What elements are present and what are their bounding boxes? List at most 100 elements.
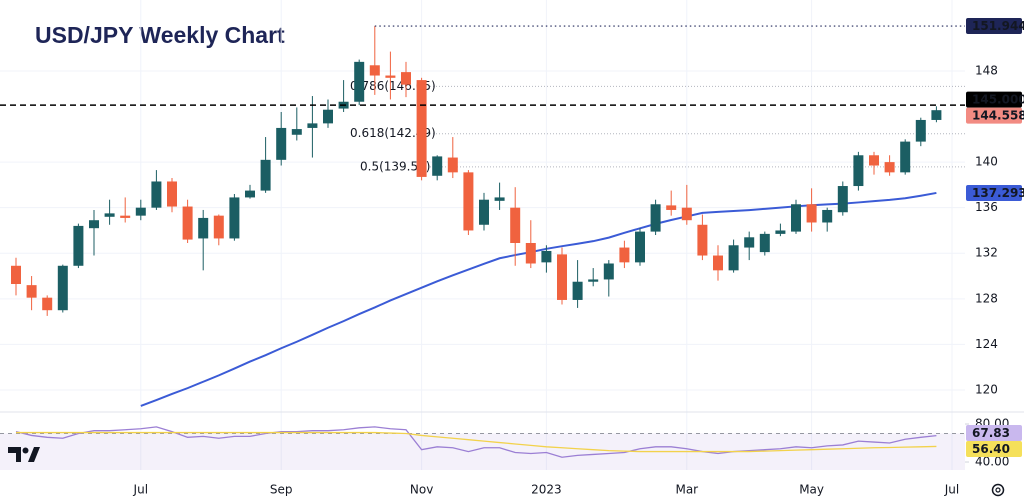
candle-body	[744, 237, 755, 248]
candle-body	[260, 159, 271, 191]
x-tick-label: May	[799, 483, 824, 497]
rsi-line	[15, 426, 937, 458]
candle-body	[837, 186, 848, 213]
candle-body	[869, 155, 879, 166]
candle-body	[666, 205, 677, 210]
price-label: 144.558	[972, 109, 1024, 123]
candle-body	[369, 65, 380, 76]
candle-body	[635, 231, 645, 263]
candle-body	[619, 247, 630, 263]
candle-body	[603, 263, 614, 280]
candle-body	[510, 207, 521, 243]
y-tick-label: 120	[975, 382, 998, 396]
rsi-line	[16, 431, 937, 453]
candle-body	[401, 72, 411, 85]
candle-body	[11, 265, 21, 285]
price-label: 145.000	[972, 93, 1024, 107]
y-tick-label: 132	[975, 246, 998, 260]
candle-body	[884, 162, 895, 173]
chart-title: USD/JPY Weekly Chart	[35, 22, 285, 48]
y-tick-label: 136	[975, 200, 998, 214]
candle-body	[572, 281, 583, 300]
candle-body	[432, 156, 443, 176]
x-tick-label: Sep	[270, 483, 293, 497]
price-label-box	[966, 441, 1022, 458]
candle-body	[151, 181, 162, 208]
price-label-box	[966, 425, 1022, 442]
candle-body	[494, 197, 505, 201]
candle-body	[650, 204, 661, 232]
candle-body	[681, 207, 692, 221]
moving-average-line	[140, 191, 937, 407]
tradingview-logo	[8, 447, 40, 462]
price-label: 151.944	[972, 19, 1024, 33]
candle-body	[525, 242, 536, 264]
candle-body	[791, 204, 801, 232]
candle-body	[915, 119, 926, 142]
candle-body	[822, 209, 833, 223]
candle-body	[447, 157, 458, 173]
candle-body	[853, 155, 864, 187]
candle-body	[931, 110, 942, 120]
fib-label: 0.5(139.58)	[360, 159, 430, 173]
candle-body	[697, 224, 708, 256]
candle-body	[307, 123, 318, 128]
candle-body	[541, 250, 552, 263]
logo-part	[8, 447, 21, 462]
y-tick-label: 124	[975, 337, 998, 351]
candle-body	[728, 245, 739, 271]
candle-body	[73, 225, 84, 266]
rsi-band	[0, 433, 965, 470]
x-tick-label: Jul	[133, 483, 148, 497]
logo-part	[28, 447, 40, 462]
x-tick-label: Nov	[410, 483, 433, 497]
price-label-box	[966, 18, 1022, 35]
candle-body	[900, 141, 911, 173]
candle-body	[479, 199, 489, 225]
price-label-box	[966, 107, 1022, 124]
price-label: 137.293	[972, 186, 1024, 200]
x-tick-label: 2023	[531, 483, 562, 497]
candle-body	[323, 109, 333, 124]
gear[interactable]	[991, 483, 1005, 497]
fib-label: 0.786(146.65)	[350, 79, 436, 93]
gear-center[interactable]	[995, 487, 1001, 493]
y-tick-label: 148	[975, 63, 998, 77]
logo-part	[22, 447, 29, 454]
candle-body	[291, 129, 302, 135]
rsi-tick-label: 40.00	[975, 455, 1009, 469]
candle-body	[806, 204, 817, 223]
fib-label: 0.618(142.49)	[350, 126, 436, 140]
candle-body	[385, 75, 396, 78]
candle-body	[198, 217, 209, 239]
candle-body	[713, 255, 723, 271]
candle-body	[416, 80, 427, 177]
x-tick-label: Jul	[944, 483, 959, 497]
candle-body	[229, 197, 240, 239]
candle-body	[104, 213, 115, 217]
price-label: 67.83	[972, 426, 1010, 440]
settings-icon[interactable]	[991, 483, 1005, 497]
price-label-box	[966, 91, 1022, 108]
y-tick-label: 140	[975, 155, 998, 169]
price-label-box	[966, 184, 1022, 201]
candle-body	[167, 181, 177, 207]
candle-body	[42, 297, 53, 311]
x-tick-label: Mar	[675, 483, 698, 497]
candle-body	[354, 61, 365, 102]
candle-body	[57, 265, 68, 311]
candle-body	[245, 190, 255, 198]
candle-body	[588, 279, 599, 282]
price-label: 56.40	[972, 442, 1010, 456]
candle-body	[276, 127, 287, 160]
candle-body	[89, 220, 99, 229]
y-tick-label: 128	[975, 291, 998, 305]
candle-body	[26, 285, 37, 298]
candle-body	[135, 207, 146, 216]
candle-body	[120, 215, 131, 218]
candle-body	[182, 206, 193, 240]
candle-body	[463, 172, 474, 231]
candle-body	[775, 230, 786, 234]
candle-body	[557, 254, 567, 300]
